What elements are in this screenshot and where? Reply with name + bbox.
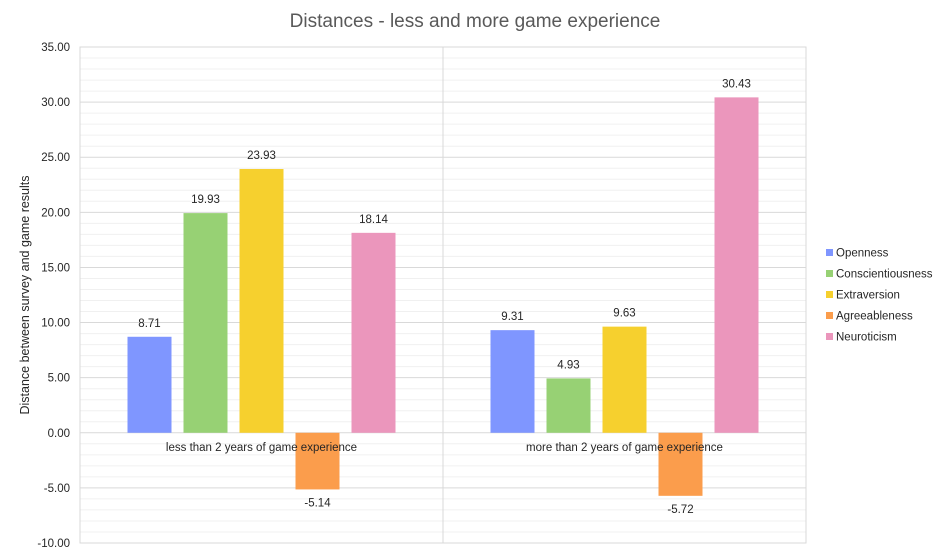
y-tick-label: -10.00 [37, 538, 70, 550]
category-label: less than 2 years of game experience [166, 442, 357, 454]
legend-label: Conscientiousness [836, 269, 933, 281]
y-tick-label: 35.00 [41, 42, 70, 54]
data-label: 19.93 [191, 194, 220, 206]
y-tick-label: 15.00 [41, 262, 70, 274]
bar-conscientiousness [546, 378, 591, 433]
bars: 8.71 9.31 19.93 4.93 23.93 9.63 -5.14 -5.72 18.1… [127, 78, 759, 516]
y-tick-label: 30.00 [41, 97, 70, 109]
data-label: 9.31 [501, 311, 523, 323]
bar-agreeableness [658, 432, 703, 496]
data-label: -5.72 [667, 504, 693, 516]
y-axis-ticks: -10.00 -5.00 0.00 5.00 10.00 15.00 20.00 25.00 3… [37, 42, 70, 550]
bar-extraversion [602, 326, 647, 433]
data-label: 9.63 [613, 308, 635, 320]
y-tick-label: 10.00 [41, 318, 70, 330]
data-label: 8.71 [138, 318, 160, 330]
data-label: 30.43 [722, 78, 751, 90]
data-label: 18.14 [359, 214, 388, 226]
category-labels: less than 2 years of game experience more… [166, 442, 723, 454]
bar-openness [490, 330, 535, 433]
bar-neuroticism [351, 232, 396, 433]
y-tick-label: 0.00 [48, 428, 70, 440]
legend-swatch [826, 270, 833, 277]
legend-swatch [826, 291, 833, 298]
bar-agreeableness [295, 432, 340, 490]
legend-swatch [826, 249, 833, 256]
bar-conscientiousness [183, 213, 228, 433]
bar-neuroticism [714, 97, 759, 433]
data-label: -5.14 [304, 497, 331, 509]
legend-label: Openness [836, 248, 889, 260]
legend-label: Neuroticism [836, 332, 897, 344]
y-tick-label: -5.00 [44, 483, 70, 495]
bar-openness [127, 336, 172, 433]
legend-label: Extraversion [836, 290, 900, 302]
category-label: more than 2 years of game experience [526, 442, 723, 454]
chart-title: Distances - less and more game experienc… [290, 11, 661, 32]
bar-extraversion [239, 169, 284, 433]
legend-label: Agreeableness [836, 311, 913, 323]
y-tick-label: 20.00 [41, 207, 70, 219]
data-label: 4.93 [557, 359, 579, 371]
y-tick-label: 25.00 [41, 152, 70, 164]
legend: Openness Conscientiousness Extraversion Agr… [826, 248, 933, 344]
y-tick-label: 5.00 [48, 373, 70, 385]
legend-swatch [826, 333, 833, 340]
y-axis-title: Distance between survey and game results [18, 175, 32, 414]
data-label: 23.93 [247, 150, 276, 162]
legend-swatch [826, 312, 833, 319]
